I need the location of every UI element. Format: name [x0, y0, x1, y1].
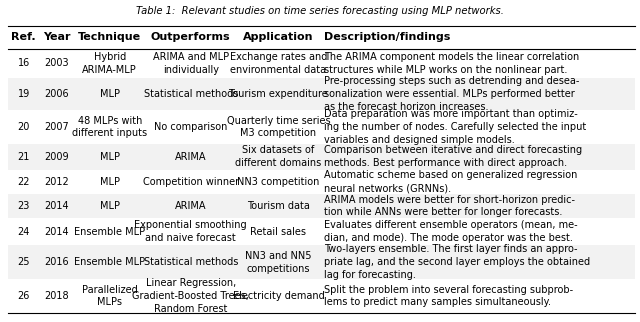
Text: Description/findings: Description/findings [324, 32, 451, 43]
Text: Electricity demand: Electricity demand [232, 291, 324, 301]
Text: MLP: MLP [100, 177, 120, 187]
Text: Table 1:  Relevant studies on time series forecasting using MLP networks.: Table 1: Relevant studies on time series… [136, 6, 504, 16]
Text: Hybrid
ARIMA-MLP: Hybrid ARIMA-MLP [83, 52, 137, 75]
Text: Linear Regression,
Gradient-Boosted Trees,
Random Forest: Linear Regression, Gradient-Boosted Tree… [132, 278, 249, 314]
Text: Ref.: Ref. [12, 32, 36, 43]
Text: 2012: 2012 [44, 177, 69, 187]
Text: 16: 16 [17, 58, 30, 69]
Text: 2009: 2009 [44, 152, 69, 162]
Text: Tourism expenditure: Tourism expenditure [228, 89, 328, 99]
Text: Competition winner: Competition winner [143, 177, 239, 187]
Text: 2014: 2014 [44, 201, 69, 211]
Text: Quarterly time series
M3 competition: Quarterly time series M3 competition [227, 116, 330, 138]
Text: 19: 19 [17, 89, 30, 99]
Text: MLP: MLP [100, 201, 120, 211]
Text: 2014: 2014 [44, 227, 69, 237]
Text: ARIMA: ARIMA [175, 152, 207, 162]
Text: NN3 competition: NN3 competition [237, 177, 319, 187]
Text: 25: 25 [17, 257, 30, 267]
Text: Split the problem into several forecasting subprob-
lems to predict many samples: Split the problem into several forecasti… [324, 285, 573, 308]
Text: NN3 and NN5
competitions: NN3 and NN5 competitions [245, 251, 312, 274]
Bar [8, 194, 635, 218]
Text: 22: 22 [17, 177, 30, 187]
Text: Technique: Technique [78, 32, 141, 43]
Text: ARIMA: ARIMA [175, 201, 207, 211]
Text: Automatic scheme based on generalized regression
neural networks (GRNNs).: Automatic scheme based on generalized re… [324, 170, 577, 193]
Text: MLP: MLP [100, 89, 120, 99]
Text: The ARIMA component models the linear correlation
structures while MLP works on : The ARIMA component models the linear co… [324, 52, 579, 75]
Text: Two-layers ensemble. The first layer finds an appro-
priate lag, and the second : Two-layers ensemble. The first layer fin… [324, 244, 590, 280]
Text: Pre-processing steps such as detrending and desea-
sonalization were essential. : Pre-processing steps such as detrending … [324, 76, 579, 112]
Text: Comparison between iterative and direct forecasting
methods. Best performance wi: Comparison between iterative and direct … [324, 146, 582, 168]
Text: 48 MLPs with
different inputs: 48 MLPs with different inputs [72, 116, 147, 138]
Text: 2007: 2007 [44, 122, 69, 132]
Text: Evaluates different ensemble operators (mean, me-
dian, and mode). The mode oper: Evaluates different ensemble operators (… [324, 220, 577, 243]
Text: Six datasets of
different domains: Six datasets of different domains [236, 146, 321, 168]
Text: Year: Year [43, 32, 70, 43]
Text: Retail sales: Retail sales [250, 227, 307, 237]
Text: Exchange rates and
environmental data: Exchange rates and environmental data [230, 52, 327, 75]
Text: ARIMA and MLP
individually: ARIMA and MLP individually [153, 52, 228, 75]
Text: Statistical methods: Statistical methods [143, 89, 238, 99]
Bar [8, 78, 635, 110]
Text: MLP: MLP [100, 152, 120, 162]
Text: Outperforms: Outperforms [151, 32, 230, 43]
Text: 23: 23 [17, 201, 30, 211]
Text: 21: 21 [17, 152, 30, 162]
Text: No comparison: No comparison [154, 122, 227, 132]
Text: 2016: 2016 [44, 257, 69, 267]
Text: Ensemble MLP: Ensemble MLP [74, 257, 145, 267]
Text: Exponential smoothing
and naive forecast: Exponential smoothing and naive forecast [134, 220, 247, 243]
Bar [8, 245, 635, 279]
Text: 2006: 2006 [44, 89, 69, 99]
Text: 2018: 2018 [44, 291, 69, 301]
Text: 24: 24 [17, 227, 30, 237]
Text: 26: 26 [17, 291, 30, 301]
Text: Statistical methods: Statistical methods [143, 257, 238, 267]
Text: 20: 20 [17, 122, 30, 132]
Text: Ensemble MLP: Ensemble MLP [74, 227, 145, 237]
Text: Parallelized
MLPs: Parallelized MLPs [82, 285, 138, 308]
Text: ARIMA models were better for short-horizon predic-
tion while ANNs were better f: ARIMA models were better for short-horiz… [324, 194, 575, 217]
Bar [8, 144, 635, 170]
Text: Application: Application [243, 32, 314, 43]
Text: Tourism data: Tourism data [247, 201, 310, 211]
Text: 2003: 2003 [44, 58, 69, 69]
Text: Data preparation was more important than optimiz-
ing the number of nodes. Caref: Data preparation was more important than… [324, 109, 586, 145]
